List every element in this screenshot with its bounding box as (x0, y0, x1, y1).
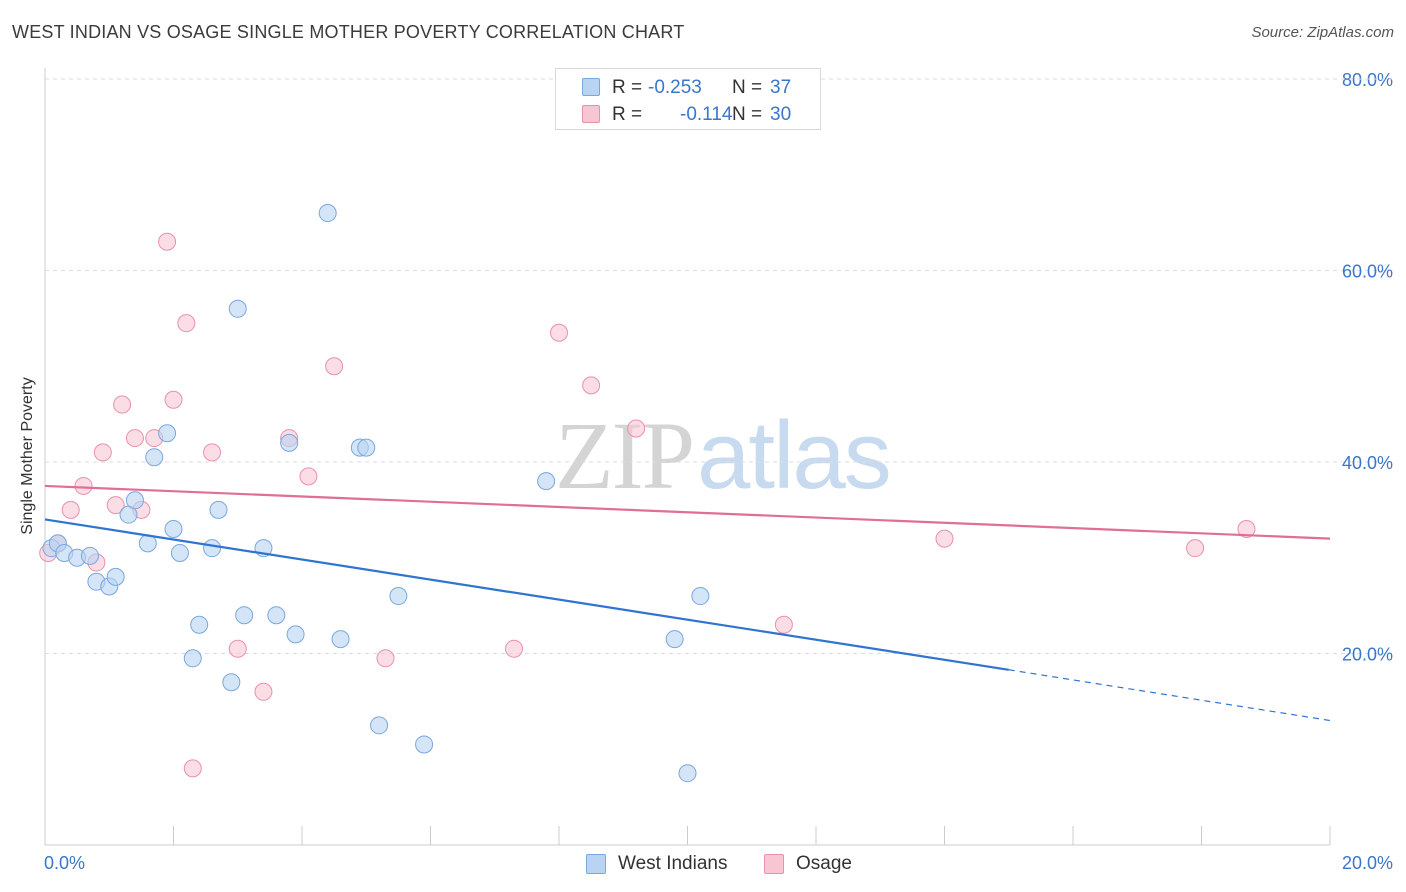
watermark-zip: ZIP (555, 402, 695, 509)
point-west-indians (106, 567, 125, 586)
point-west-indians (183, 649, 202, 668)
y-tick-label: 40.0% (1342, 453, 1393, 473)
point-osage (1186, 539, 1205, 558)
point-west-indians (235, 606, 254, 625)
point-osage (505, 639, 524, 658)
point-osage (203, 443, 222, 462)
point-west-indians (158, 424, 177, 443)
point-osage (106, 496, 125, 515)
point-osage (74, 476, 93, 495)
trendline-osage (44, 484, 1331, 540)
legend-r-value: -0.253 (648, 77, 702, 98)
legend-swatch-west-indians (582, 78, 600, 96)
watermark: ZIPatlas (555, 400, 892, 511)
point-osage (254, 682, 273, 701)
point-west-indians (678, 764, 697, 783)
point-west-indians (80, 546, 99, 565)
legend-n-value: 30 (770, 104, 792, 125)
y-tick-label: 60.0% (1342, 262, 1393, 282)
point-osage (627, 419, 646, 438)
point-west-indians (665, 630, 684, 649)
point-west-indians (190, 615, 209, 634)
point-osage (228, 639, 247, 658)
point-osage (158, 232, 177, 251)
point-west-indians (170, 543, 189, 562)
point-osage (376, 649, 395, 668)
point-west-indians (280, 433, 299, 452)
trendline-west-indians-extension (1008, 669, 1331, 722)
point-osage (177, 314, 196, 333)
point-osage (61, 500, 80, 519)
point-west-indians (331, 630, 350, 649)
point-osage (550, 323, 568, 342)
point-west-indians (267, 606, 286, 625)
point-west-indians (228, 299, 247, 318)
point-west-indians (389, 587, 408, 606)
point-west-indians (691, 587, 710, 606)
point-osage (582, 376, 601, 395)
bottom-legend-label-west-indians: West Indians (618, 853, 728, 874)
point-osage (125, 429, 144, 448)
x-tick-label: 20.0% (1342, 853, 1393, 873)
bottom-legend-label-osage: Osage (796, 853, 852, 874)
y-tick-label: 20.0% (1342, 645, 1393, 665)
y-tick-label: 80.0% (1342, 70, 1393, 90)
point-west-indians (537, 472, 556, 491)
point-west-indians (164, 520, 183, 539)
legend-r-label: R = (612, 77, 643, 98)
point-west-indians (318, 204, 337, 223)
legend-n-label: N = (732, 104, 763, 125)
point-west-indians (203, 539, 222, 558)
point-osage (1237, 520, 1256, 539)
chart-title: WEST INDIAN VS OSAGE SINGLE MOTHER POVER… (12, 22, 685, 42)
point-west-indians (209, 500, 228, 519)
watermark-atlas: atlas (697, 402, 892, 509)
source-label: Source: ZipAtlas.com (1251, 24, 1394, 41)
point-osage (325, 357, 344, 376)
bottom-legend-swatch-osage (764, 854, 784, 874)
x-tick-label: 0.0% (44, 853, 85, 873)
point-osage (774, 615, 793, 634)
point-west-indians (222, 673, 241, 692)
point-osage (299, 467, 318, 486)
point-osage (935, 529, 954, 548)
correlation-legend: R = -0.253 N = 37 R = -0.114 N = 30 (555, 68, 821, 130)
y-axis-label: Single Mother Poverty (19, 377, 36, 535)
point-west-indians (415, 735, 434, 754)
legend-r-label: R = (612, 104, 643, 125)
legend-n-value: 37 (770, 77, 792, 98)
bottom-legend-swatch-west-indians (586, 854, 606, 874)
point-osage (164, 390, 183, 409)
trendline-west-indians (44, 518, 1009, 671)
legend-r-value: -0.114 (680, 104, 733, 125)
point-west-indians (125, 491, 144, 510)
point-osage (183, 759, 202, 778)
point-west-indians (370, 716, 389, 735)
point-osage (93, 443, 112, 462)
legend-swatch-osage (582, 105, 600, 123)
point-west-indians (357, 438, 376, 457)
point-west-indians (145, 448, 164, 467)
point-west-indians (286, 625, 305, 644)
point-osage (113, 395, 132, 414)
legend-n-label: N = (732, 77, 763, 98)
